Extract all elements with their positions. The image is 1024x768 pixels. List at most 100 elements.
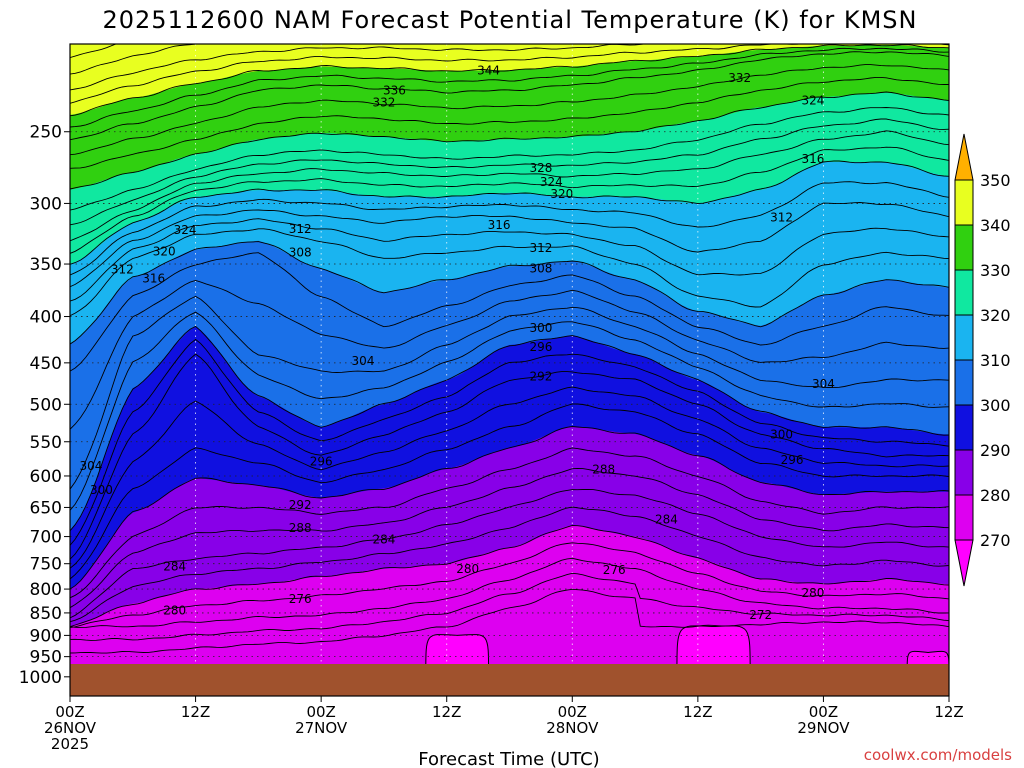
isentrope-line bbox=[70, 47, 949, 128]
contour-label: 332 bbox=[372, 95, 395, 109]
y-tick-label: 900 bbox=[30, 626, 62, 646]
x-tick-label: 26NOV bbox=[44, 719, 97, 737]
isentrope-line bbox=[70, 130, 949, 242]
y-tick-label: 600 bbox=[30, 467, 62, 487]
contour-label: 280 bbox=[163, 604, 186, 618]
colorbar-swatch bbox=[954, 494, 974, 541]
isentrope-line bbox=[70, 488, 949, 619]
isentrope-line bbox=[70, 325, 949, 532]
isentrope-line bbox=[70, 218, 949, 302]
isentrope-line bbox=[70, 91, 949, 190]
contour-label: 296 bbox=[781, 453, 804, 467]
x-tick-label: 2025 bbox=[51, 735, 89, 753]
warm-pocket bbox=[676, 625, 751, 674]
contour-label: 292 bbox=[289, 498, 312, 512]
contour-label: 312 bbox=[770, 211, 793, 225]
isentrope-line bbox=[70, 542, 949, 629]
ground-surface bbox=[70, 664, 949, 696]
y-axis: 2503003504004505005506006507007508008509… bbox=[19, 123, 70, 688]
x-tick-label: 00Z bbox=[558, 703, 587, 721]
y-tick-label: 450 bbox=[30, 354, 62, 374]
colorbar-swatch bbox=[954, 224, 974, 271]
y-tick-label: 300 bbox=[30, 194, 62, 214]
isentrope-line bbox=[70, 64, 949, 156]
x-tick-label: 12Z bbox=[432, 703, 461, 721]
y-tick-label: 500 bbox=[30, 395, 62, 415]
y-tick-label: 750 bbox=[30, 555, 62, 575]
isentrope-line bbox=[70, 76, 949, 169]
warm-pockets bbox=[425, 625, 949, 674]
contour-label: 336 bbox=[383, 83, 406, 97]
band-fill bbox=[70, 44, 949, 190]
filled-bands bbox=[70, 44, 949, 696]
y-tick-label: 800 bbox=[30, 580, 62, 600]
contour-label: 288 bbox=[592, 462, 615, 476]
y-tick-label: 950 bbox=[30, 648, 62, 668]
contour-label: 320 bbox=[550, 187, 573, 201]
y-tick-label: 850 bbox=[30, 604, 62, 624]
plot-area: 3443363323323243283243203163163123123123… bbox=[70, 44, 949, 696]
contour-label: 308 bbox=[529, 262, 552, 276]
isentrope-line bbox=[70, 447, 949, 599]
x-tick-label: 29NOV bbox=[797, 719, 850, 737]
contour-label: 316 bbox=[142, 271, 165, 285]
colorbar-extend-low bbox=[954, 539, 974, 587]
isentrope-line bbox=[70, 403, 949, 580]
isentrope-line bbox=[70, 160, 949, 265]
colorbar-tick-label: 310 bbox=[980, 351, 1011, 370]
isentrope-line bbox=[70, 353, 949, 560]
contour-label: 324 bbox=[540, 175, 563, 189]
isentrope-line bbox=[70, 146, 949, 254]
isentrope-line bbox=[70, 386, 949, 569]
isentrope-line bbox=[70, 44, 949, 117]
colorbar-tick-label: 330 bbox=[980, 261, 1011, 280]
isentrope-line bbox=[70, 181, 949, 276]
contour-label: 304 bbox=[79, 459, 102, 473]
contour-label: 288 bbox=[289, 521, 312, 535]
contour-label: 332 bbox=[728, 71, 751, 85]
contour-label: 312 bbox=[111, 263, 134, 277]
contour-label: 284 bbox=[163, 559, 186, 573]
isentropes bbox=[70, 44, 949, 654]
contour-labels: 3443363323323243283243203163163123123123… bbox=[79, 64, 834, 623]
y-tick-label: 550 bbox=[30, 433, 62, 453]
x-axis-label: Forecast Time (UTC) bbox=[418, 749, 599, 768]
isentrope-line bbox=[70, 311, 949, 511]
colorbar-extend-high bbox=[954, 133, 974, 181]
warm-pocket bbox=[425, 634, 490, 674]
x-tick-label: 12Z bbox=[683, 703, 712, 721]
colorbar-swatch bbox=[954, 179, 974, 226]
x-tick-label: 28NOV bbox=[546, 719, 599, 737]
colorbar-tick-label: 270 bbox=[980, 531, 1011, 550]
y-tick-label: 350 bbox=[30, 255, 62, 275]
colorbar-swatch bbox=[954, 449, 974, 496]
colorbar-swatch bbox=[954, 269, 974, 316]
isentrope-line bbox=[70, 118, 949, 226]
contour-label: 300 bbox=[529, 321, 552, 335]
isentrope-line bbox=[70, 338, 949, 546]
x-tick-label: 12Z bbox=[181, 703, 210, 721]
isentrope-line bbox=[70, 44, 649, 91]
isentrope-line bbox=[70, 107, 949, 211]
contour-label: 300 bbox=[770, 428, 793, 442]
x-tick-label: 12Z bbox=[934, 703, 963, 721]
contour-label: 328 bbox=[529, 161, 552, 175]
isentrope-line bbox=[70, 295, 949, 490]
isentrope-line bbox=[70, 44, 949, 104]
credit-text: coolwx.com/models bbox=[864, 746, 1012, 764]
contour-label: 316 bbox=[802, 152, 825, 166]
contour-label: 284 bbox=[655, 512, 678, 526]
contour-label: 292 bbox=[529, 370, 552, 384]
contour-label: 320 bbox=[153, 244, 176, 258]
isentrope-line bbox=[70, 51, 949, 141]
contour-label: 344 bbox=[477, 64, 500, 78]
colorbar-tick-label: 340 bbox=[980, 216, 1011, 235]
chart-title: 2025112600 NAM Forecast Potential Temper… bbox=[103, 6, 918, 34]
contour-label: 304 bbox=[352, 354, 375, 368]
isentrope-line bbox=[70, 228, 949, 317]
isentrope-line bbox=[70, 572, 949, 641]
isentrope-line bbox=[70, 252, 949, 372]
x-tick-label: 27NOV bbox=[295, 719, 348, 737]
isentrope-line bbox=[70, 426, 949, 590]
